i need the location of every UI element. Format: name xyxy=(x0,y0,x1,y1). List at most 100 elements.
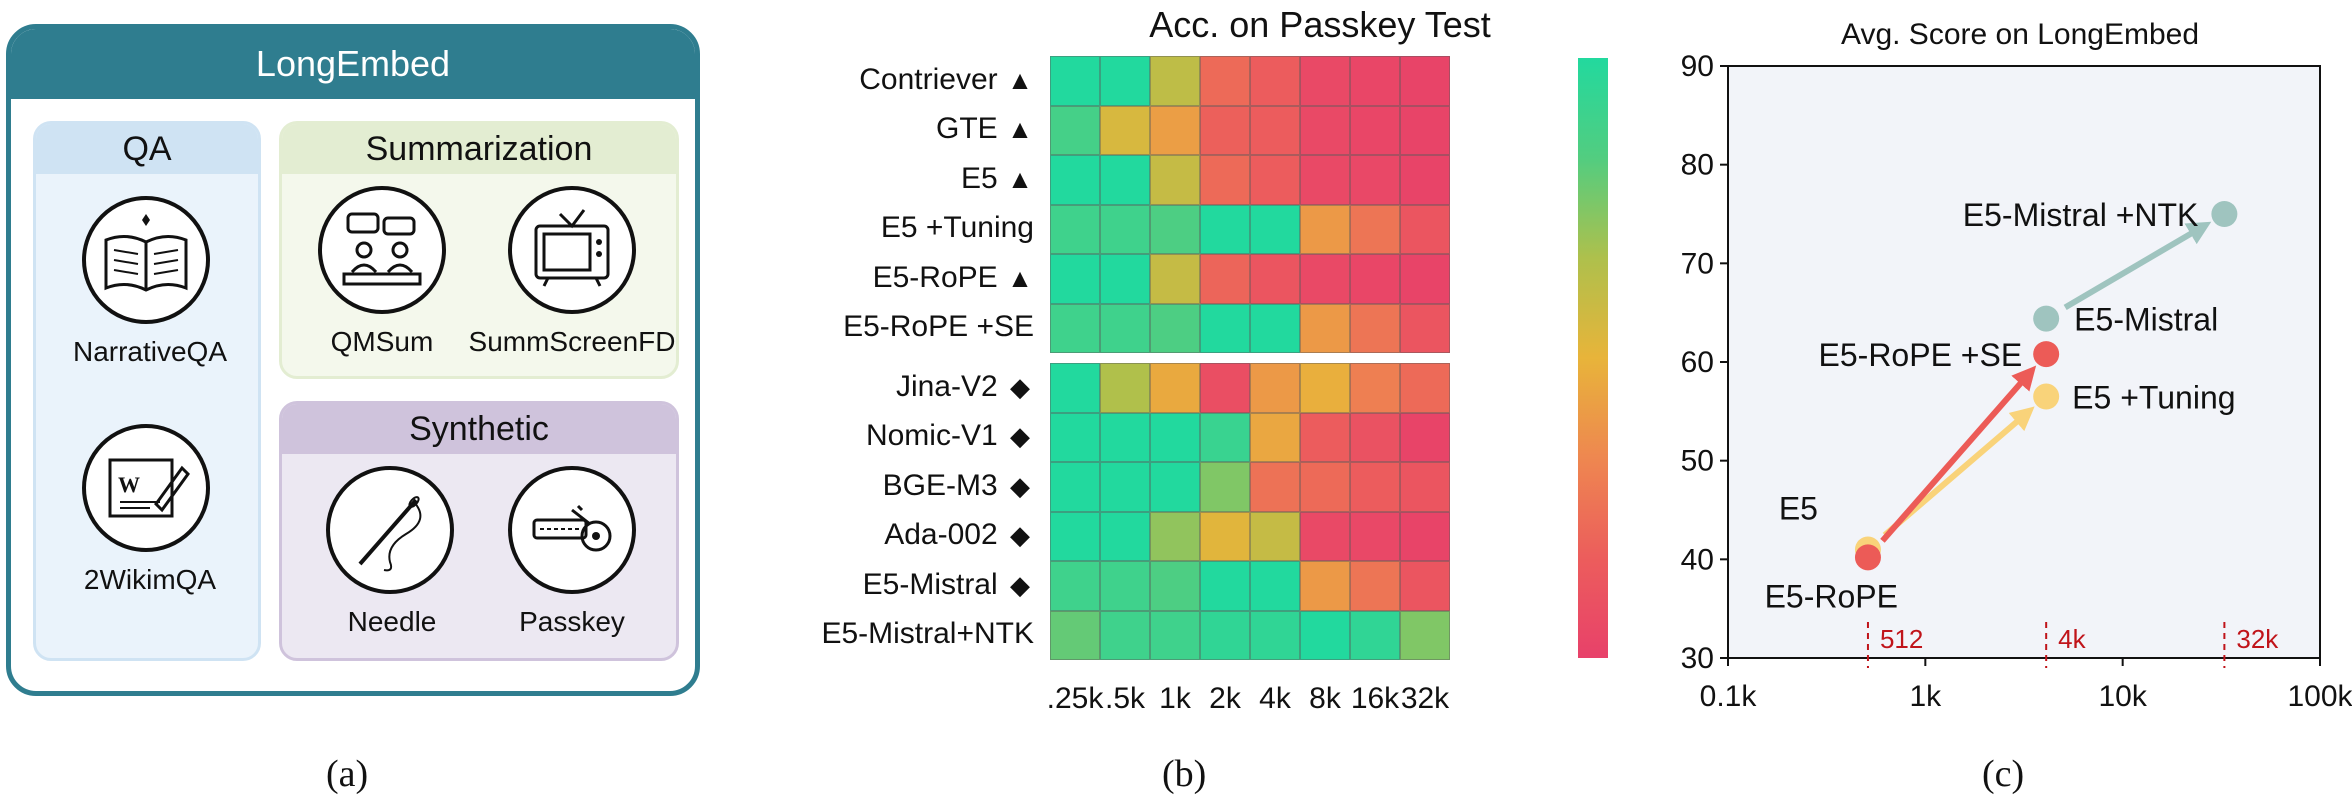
y-tick-label: 90 xyxy=(1681,50,1714,83)
diamond-marker-icon: ◆ xyxy=(1010,470,1030,501)
triangle-marker-icon: ▲ xyxy=(1007,163,1033,194)
x-tick-label: 1k xyxy=(1909,680,1942,713)
heatmap-cell xyxy=(1200,561,1250,611)
heatmap-cell xyxy=(1250,254,1300,304)
heatmap-cell xyxy=(1100,105,1150,155)
trend-arrow xyxy=(1880,365,2037,543)
heatmap-cell xyxy=(1150,363,1200,413)
heatmap-cell xyxy=(1300,155,1350,205)
heatmap-cell xyxy=(1150,155,1200,205)
heatmap-row-label: Nomic-V1 ◆ xyxy=(866,419,1034,453)
heatmap-cell xyxy=(1150,254,1200,304)
heatmap-cell xyxy=(1050,610,1100,660)
plot-area xyxy=(1727,65,2321,659)
heatmap-column-label: 32k xyxy=(1400,682,1450,715)
heatmap-cell xyxy=(1350,511,1400,561)
heatmap-cell xyxy=(1050,462,1100,512)
diamond-marker-icon: ◆ xyxy=(1010,371,1030,402)
y-tick-label: 80 xyxy=(1681,149,1714,182)
heatmap-row-label: Contriever ▲ xyxy=(859,63,1034,97)
heatmap-row-label: E5-Mistral ◆ xyxy=(863,568,1034,602)
point-label: E5 +Tuning xyxy=(2072,380,2235,416)
heatmap-cell xyxy=(1200,254,1250,304)
triangle-marker-icon: ▲ xyxy=(1007,262,1033,293)
heatmap-row-label: Jina-V2 ◆ xyxy=(896,370,1034,404)
row-label-text: Nomic-V1 xyxy=(865,419,998,453)
heatmap-cell xyxy=(1350,561,1400,611)
heatmap-cell xyxy=(1100,511,1150,561)
row-label-text: GTE xyxy=(935,112,998,146)
heatmap-cell xyxy=(1050,363,1100,413)
point-label: E5-RoPE +SE xyxy=(1819,337,2023,373)
row-label-text: E5-RoPE xyxy=(872,260,998,294)
heatmap-column-label: .5k xyxy=(1104,682,1146,715)
heatmap-cell xyxy=(1300,254,1350,304)
data-point xyxy=(2033,383,2060,410)
context-length-label: 32k xyxy=(2236,624,2279,654)
heatmap-cell xyxy=(1350,254,1400,304)
heatmap-cell xyxy=(1300,462,1350,512)
row-label-text: BGE-M3 xyxy=(882,468,998,502)
row-label-text: E5-RoPE +SE xyxy=(843,310,1034,344)
heatmap-row-label: E5 +Tuning xyxy=(881,211,1034,245)
heatmap-cell xyxy=(1250,204,1300,254)
heatmap-cell xyxy=(1050,561,1100,611)
task-needle: Needle xyxy=(347,606,437,637)
heatmap-cell xyxy=(1200,412,1250,462)
heatmap-cell xyxy=(1400,412,1450,462)
key-icon xyxy=(508,466,636,594)
heatmap-cell xyxy=(1350,155,1400,205)
heatmap-cell xyxy=(1100,610,1150,660)
heatmap-cell xyxy=(1050,412,1100,462)
diamond-marker-icon: ◆ xyxy=(1010,520,1030,551)
heatmap-row-label: GTE ▲ xyxy=(936,112,1034,146)
svg-text:W: W xyxy=(118,472,140,497)
data-point xyxy=(2033,341,2060,368)
subfigure-label-c: (c) xyxy=(1982,753,2025,795)
x-tick-label: 100k xyxy=(2287,680,2352,713)
longembed-header: LongEmbed xyxy=(11,29,695,99)
heatmap-cell xyxy=(1250,561,1300,611)
heatmap-cell xyxy=(1400,610,1450,660)
meeting-icon xyxy=(318,186,446,314)
task-2wikimqa: 2WikimQA xyxy=(83,564,217,595)
wiki-document-icon: W xyxy=(82,424,210,552)
heatmap-cell xyxy=(1100,363,1150,413)
heatmap-cell xyxy=(1400,155,1450,205)
heatmap-cell xyxy=(1300,412,1350,462)
scatter-title: Avg. Score on LongEmbed xyxy=(1840,18,2200,51)
heatmap-cell xyxy=(1100,204,1150,254)
heatmap-cell xyxy=(1200,363,1250,413)
qa-category: QA NarrativeQA W 2WikimQA xyxy=(33,121,261,661)
heatmap-cell xyxy=(1300,561,1350,611)
heatmap-column-label: 16k xyxy=(1350,682,1400,715)
heatmap-cell xyxy=(1150,561,1200,611)
diamond-marker-icon: ◆ xyxy=(1010,569,1030,600)
row-label-text: E5 +Tuning xyxy=(880,211,1034,245)
row-label-text: Contriever xyxy=(859,62,998,96)
heatmap-cell xyxy=(1350,363,1400,413)
heatmap-cell xyxy=(1200,462,1250,512)
open-book-icon xyxy=(82,196,210,324)
heatmap-row-label: BGE-M3 ◆ xyxy=(883,469,1034,503)
heatmap-cell xyxy=(1250,303,1300,353)
needle-thread-icon xyxy=(326,466,454,594)
y-tick-label: 40 xyxy=(1681,543,1714,576)
longembed-panel: LongEmbed QA NarrativeQA W 2WikimQA Summ… xyxy=(6,24,700,696)
heatmap-cell xyxy=(1250,105,1300,155)
heatmap-cell xyxy=(1200,204,1250,254)
x-tick-label: 0.1k xyxy=(1700,680,1758,713)
heatmap-cell xyxy=(1150,303,1200,353)
synthetic-category: Synthetic Needle Passkey xyxy=(279,401,679,661)
heatmap-column-label: 8k xyxy=(1309,682,1341,715)
heatmap-cell xyxy=(1100,412,1150,462)
heatmap-cell xyxy=(1400,462,1450,512)
qa-title: QA xyxy=(36,124,258,174)
heatmap-cell xyxy=(1100,561,1150,611)
heatmap-cell xyxy=(1050,105,1100,155)
task-passkey: Passkey xyxy=(519,606,625,637)
row-label-text: E5-Mistral xyxy=(862,567,998,601)
heatmap-column-label: 4k xyxy=(1259,682,1291,715)
heatmap-row-label: E5-Mistral+NTK xyxy=(821,617,1034,651)
task-qmsum: QMSum xyxy=(330,326,434,357)
